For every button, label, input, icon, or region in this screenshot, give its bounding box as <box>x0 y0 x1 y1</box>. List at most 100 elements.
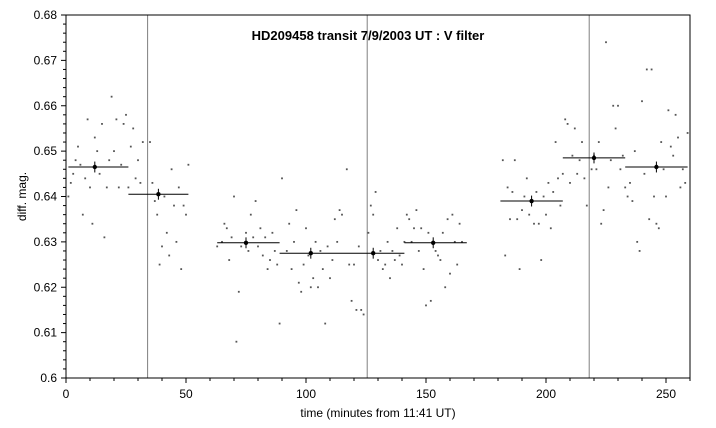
data-point <box>249 213 252 216</box>
data-point <box>674 113 677 116</box>
data-point <box>389 277 391 280</box>
data-point <box>523 195 526 198</box>
data-point <box>547 181 550 184</box>
data-points <box>67 41 689 343</box>
data-point <box>672 154 675 157</box>
data-point <box>233 195 235 198</box>
data-point <box>81 213 84 216</box>
data-point <box>653 195 655 198</box>
data-point <box>264 236 267 239</box>
data-point <box>369 204 372 207</box>
x-axis-title: time (minutes from 11:41 UT) <box>300 406 455 420</box>
data-point <box>156 213 159 216</box>
data-point <box>509 218 511 221</box>
data-point <box>458 222 461 225</box>
data-point <box>96 150 99 153</box>
data-point <box>648 218 651 221</box>
data-point <box>513 159 516 162</box>
data-point <box>566 123 569 125</box>
data-point <box>297 281 300 284</box>
data-point <box>216 245 219 248</box>
data-point <box>434 250 437 252</box>
data-point <box>631 200 634 202</box>
data-point <box>326 245 329 248</box>
data-point <box>415 209 418 212</box>
data-point <box>441 231 444 234</box>
data-point <box>341 213 343 216</box>
x-tick-label: 50 <box>179 387 193 401</box>
data-point <box>600 222 603 225</box>
data-point <box>569 181 571 184</box>
data-point <box>237 290 240 293</box>
data-point <box>336 240 339 243</box>
data-point <box>360 309 363 311</box>
data-point <box>132 127 135 130</box>
data-point <box>413 227 415 230</box>
x-tick-label: 100 <box>296 387 316 401</box>
data-point <box>528 213 531 216</box>
y-tick-label: 0.64 <box>34 190 58 204</box>
data-point <box>240 245 243 248</box>
data-point <box>235 340 238 343</box>
data-point <box>398 254 401 257</box>
data-point <box>305 227 307 230</box>
data-point <box>295 209 298 212</box>
y-tick-label: 0.6 <box>40 371 57 385</box>
data-point <box>257 245 259 248</box>
y-tick-label: 0.68 <box>34 8 58 22</box>
vertical-reference-lines <box>147 15 590 378</box>
data-point <box>650 68 653 71</box>
data-point <box>535 191 538 193</box>
data-point <box>444 286 447 289</box>
data-point <box>393 259 396 261</box>
data-point <box>557 177 559 180</box>
data-point <box>115 118 118 121</box>
x-tick-label: 250 <box>656 387 676 401</box>
data-point <box>307 254 310 257</box>
bin-mean-marker <box>529 198 534 204</box>
data-point <box>122 123 125 125</box>
data-point <box>120 163 123 166</box>
data-point <box>314 240 317 243</box>
data-point <box>139 181 142 184</box>
data-point <box>629 181 631 184</box>
data-point <box>542 195 545 198</box>
data-point <box>348 263 351 266</box>
data-point <box>293 240 295 243</box>
data-point <box>161 245 163 248</box>
data-point <box>554 141 557 143</box>
bin-mean-marker <box>308 251 313 256</box>
data-point <box>77 145 79 148</box>
data-point <box>290 268 293 270</box>
x-tick-label: 200 <box>536 387 556 401</box>
data-point <box>669 145 672 148</box>
data-point <box>319 250 322 252</box>
data-point <box>501 159 504 162</box>
data-point <box>410 240 413 243</box>
data-point <box>252 236 255 239</box>
data-point <box>377 259 379 261</box>
bin-mean-marker <box>156 192 161 197</box>
data-point <box>645 68 648 71</box>
data-point <box>151 181 154 184</box>
data-point <box>149 141 151 143</box>
data-point <box>276 263 279 266</box>
data-point <box>391 250 394 252</box>
y-axis-ticks: 0.6 0.61 0.62 0.63 0.64 0.65 0.66 0.67 0.68 <box>34 8 66 385</box>
data-point <box>633 150 636 153</box>
data-point <box>223 222 226 225</box>
data-point <box>324 322 327 325</box>
data-point <box>614 127 617 130</box>
y-tick-label: 0.67 <box>34 53 58 67</box>
bin-mean-marker <box>431 240 436 245</box>
data-point <box>641 100 643 103</box>
data-point <box>302 263 305 266</box>
data-point <box>583 177 586 180</box>
data-point <box>576 172 579 175</box>
data-point <box>449 272 451 275</box>
data-point <box>259 227 262 230</box>
bin-mean-marker <box>654 164 659 170</box>
data-point <box>595 168 598 171</box>
data-point <box>281 177 283 180</box>
data-point <box>386 240 389 243</box>
